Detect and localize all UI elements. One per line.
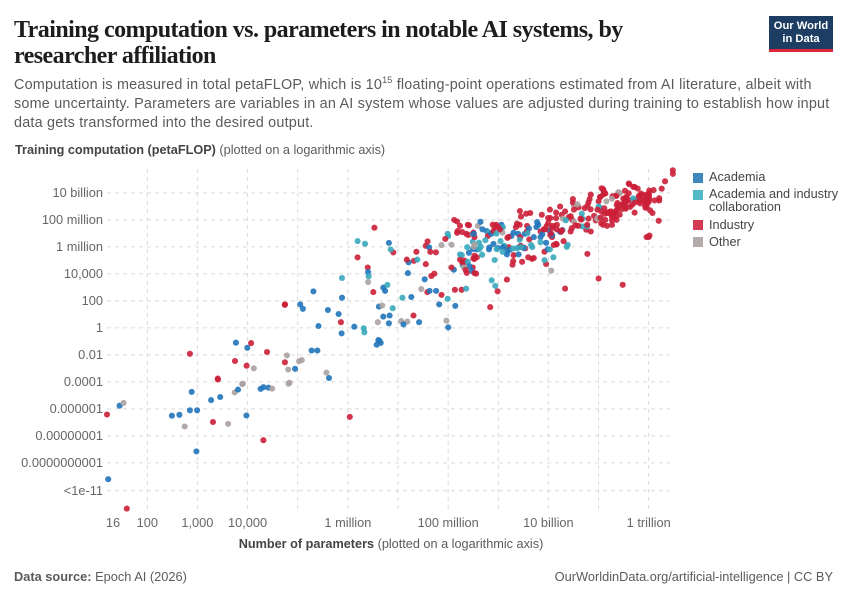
svg-text:1 trillion: 1 trillion xyxy=(627,515,671,530)
svg-text:1 million: 1 million xyxy=(56,239,103,254)
svg-text:1: 1 xyxy=(96,320,103,335)
svg-text:100 million: 100 million xyxy=(42,212,103,227)
svg-text:10 billion: 10 billion xyxy=(523,515,574,530)
svg-text:0.00000001: 0.00000001 xyxy=(35,428,103,443)
svg-text:100 million: 100 million xyxy=(418,515,479,530)
svg-text:0.000001: 0.000001 xyxy=(50,401,103,416)
svg-text:16: 16 xyxy=(106,515,120,530)
svg-text:0.01: 0.01 xyxy=(78,347,103,362)
svg-text:0.0000000001: 0.0000000001 xyxy=(21,455,103,470)
svg-text:10 billion: 10 billion xyxy=(52,185,103,200)
svg-text:<1e-11: <1e-11 xyxy=(64,483,103,498)
svg-text:0.0001: 0.0001 xyxy=(64,374,103,389)
svg-text:10,000: 10,000 xyxy=(228,515,267,530)
svg-text:10,000: 10,000 xyxy=(64,266,103,281)
svg-text:100: 100 xyxy=(82,293,103,308)
svg-text:1,000: 1,000 xyxy=(181,515,213,530)
svg-text:1 million: 1 million xyxy=(324,515,371,530)
svg-text:100: 100 xyxy=(137,515,158,530)
